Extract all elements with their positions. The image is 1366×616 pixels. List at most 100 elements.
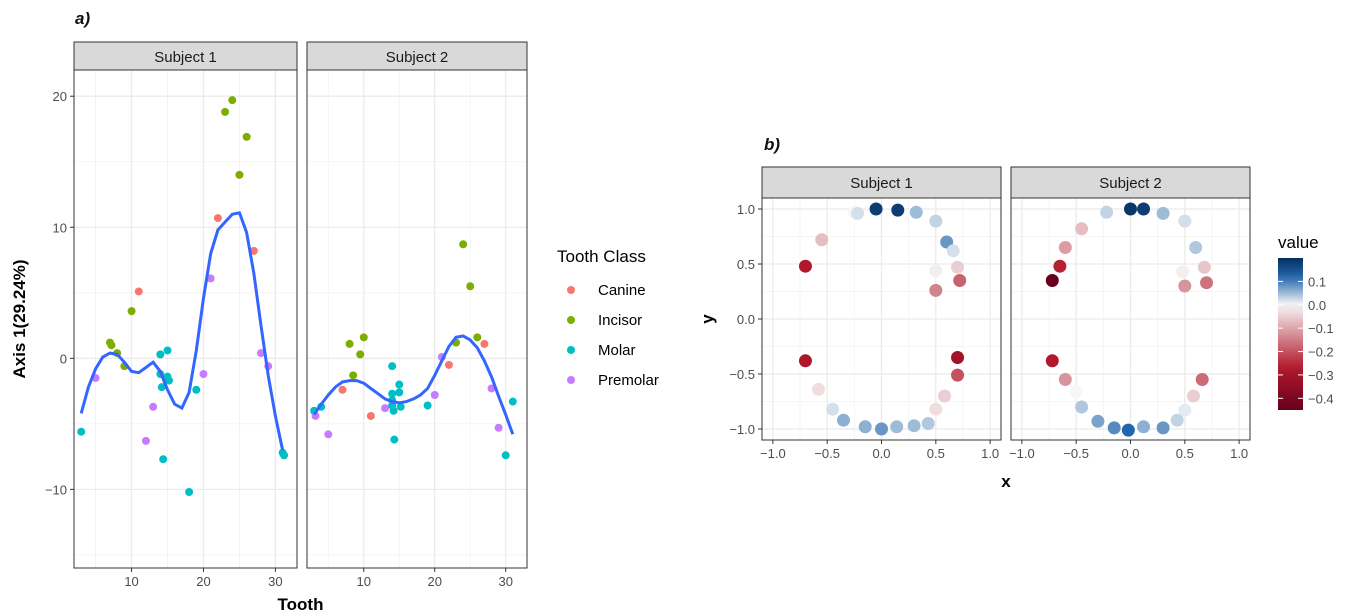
legend-label: Incisor xyxy=(598,312,642,329)
y-tick-label: 0.5 xyxy=(737,257,755,272)
legend-key-canine xyxy=(567,286,575,294)
data-point-premolar xyxy=(149,403,157,411)
y-tick-label: −1.0 xyxy=(729,422,755,437)
panel-label-a: a) xyxy=(75,9,90,28)
data-point xyxy=(953,274,966,287)
x-tick-label: 30 xyxy=(268,574,282,589)
data-point xyxy=(1157,207,1170,220)
facet-b-2: Subject 2−1.0 −0.5 0.0 0.5 1.0 xyxy=(1009,167,1250,461)
data-point xyxy=(1178,404,1191,417)
x-tick-label: 10 xyxy=(357,574,371,589)
data-point xyxy=(1100,206,1113,219)
data-point xyxy=(1091,415,1104,428)
data-point-molar xyxy=(424,401,432,409)
x-tick-label: −1.0 xyxy=(760,446,786,461)
data-point xyxy=(799,260,812,273)
data-point xyxy=(1198,261,1211,274)
chart-b: b)Subject 1−1.0 −0.5 0.0 0.5 1.0Subject 2−1.… xyxy=(698,135,1334,491)
data-point-molar xyxy=(156,350,164,358)
data-point xyxy=(1124,203,1137,216)
data-point-incisor xyxy=(349,371,357,379)
data-point-incisor xyxy=(346,340,354,348)
x-tick-label: −0.5 xyxy=(1063,446,1089,461)
data-point xyxy=(929,215,942,228)
data-point xyxy=(938,390,951,403)
data-point-incisor xyxy=(228,96,236,104)
data-point-molar xyxy=(395,381,403,389)
x-tick-label: 0.0 xyxy=(872,446,890,461)
colorbar-label: −0.2 xyxy=(1308,345,1334,360)
data-point xyxy=(908,419,921,432)
y-axis-title: Axis 1(29.24%) xyxy=(10,259,29,378)
data-point xyxy=(951,369,964,382)
colorbar-label: 0.0 xyxy=(1308,298,1326,313)
data-point xyxy=(929,403,942,416)
legend-key-incisor xyxy=(567,316,575,324)
legend-value: value 0.1 0.0 −0.1 −0.2 −0.3 −0.4 xyxy=(1278,233,1334,410)
data-point xyxy=(947,244,960,257)
data-point xyxy=(1046,274,1059,287)
data-point xyxy=(1059,373,1072,386)
data-point-premolar xyxy=(199,370,207,378)
legend-label: Premolar xyxy=(598,372,659,389)
data-point-premolar xyxy=(324,430,332,438)
data-point xyxy=(1178,215,1191,228)
data-point-molar xyxy=(502,451,510,459)
data-point xyxy=(890,420,903,433)
facet-a-2: Subject 210 20 30 xyxy=(307,42,527,589)
data-point-molar xyxy=(192,386,200,394)
legend-title: value xyxy=(1278,233,1319,252)
y-tick-label: 10 xyxy=(53,220,67,235)
legend-key-molar xyxy=(567,346,575,354)
data-point xyxy=(1189,241,1202,254)
data-point-incisor xyxy=(473,333,481,341)
data-point xyxy=(1108,421,1121,434)
data-point-premolar xyxy=(431,391,439,399)
colorbar-label: −0.1 xyxy=(1308,321,1334,336)
data-point xyxy=(826,403,839,416)
x-tick-label: −1.0 xyxy=(1009,446,1035,461)
data-point-molar xyxy=(390,407,398,415)
data-point-premolar xyxy=(142,437,150,445)
x-axis-title: Tooth xyxy=(278,595,324,614)
data-point-incisor xyxy=(466,282,474,290)
facet-strip-label: Subject 2 xyxy=(386,49,449,66)
facet-strip-label: Subject 2 xyxy=(1099,175,1162,192)
data-point-canine xyxy=(480,340,488,348)
data-point-incisor xyxy=(356,350,364,358)
data-point-incisor xyxy=(235,171,243,179)
data-point-premolar xyxy=(381,404,389,412)
x-axis-title: x xyxy=(1001,472,1011,491)
data-point-molar xyxy=(390,436,398,444)
y-axis-title: y xyxy=(698,314,717,324)
y-tick-label: 0.0 xyxy=(737,312,755,327)
facet-a-1: Subject 1 10 20 30 xyxy=(74,42,297,589)
data-point-molar xyxy=(77,428,85,436)
data-point xyxy=(1176,265,1189,278)
data-point-molar xyxy=(159,455,167,463)
data-point xyxy=(1157,421,1170,434)
data-point xyxy=(1122,424,1135,437)
data-point xyxy=(1075,222,1088,235)
y-tick-label: 1.0 xyxy=(737,202,755,217)
legend-tooth-class: Tooth Class Canine Incisor Molar Premolar xyxy=(557,247,659,389)
legend-label: Canine xyxy=(598,282,646,299)
legend-label: Molar xyxy=(598,342,636,359)
x-tick-label: 0.0 xyxy=(1121,446,1139,461)
data-point-incisor xyxy=(107,341,115,349)
data-point xyxy=(951,351,964,364)
data-point xyxy=(1059,241,1072,254)
facet-strip-label: Subject 1 xyxy=(154,49,217,66)
data-point-molar xyxy=(164,346,172,354)
data-point-molar xyxy=(388,362,396,370)
data-point xyxy=(799,354,812,367)
data-point xyxy=(815,233,828,246)
data-point-premolar xyxy=(495,424,503,432)
data-point xyxy=(859,420,872,433)
data-point-canine xyxy=(367,412,375,420)
data-point-molar xyxy=(280,451,288,459)
data-point xyxy=(1137,203,1150,216)
data-point xyxy=(951,261,964,274)
data-point xyxy=(1046,354,1059,367)
